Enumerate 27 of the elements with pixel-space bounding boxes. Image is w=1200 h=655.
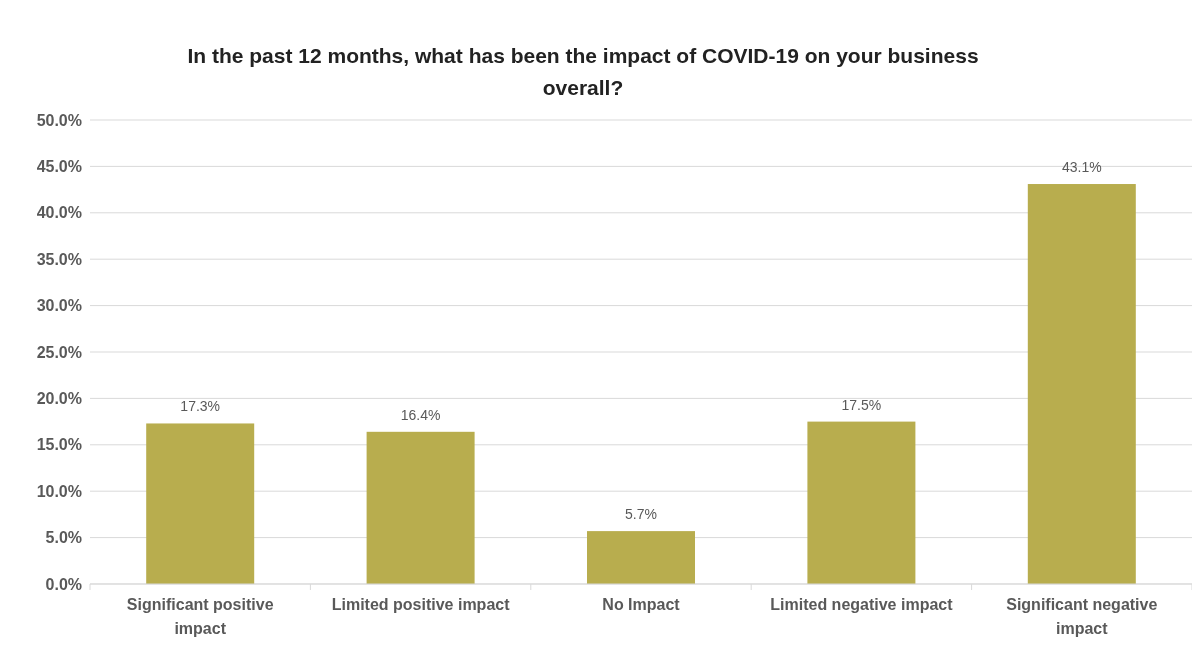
bar [146, 423, 255, 584]
y-tick-label: 10.0% [36, 482, 82, 500]
bar [587, 531, 695, 584]
y-tick-label: 20.0% [36, 390, 82, 407]
y-tick-label: 0.0% [45, 575, 82, 593]
y-tick-label: 50.0% [36, 111, 82, 129]
x-tick-label: Significant positive impact [126, 596, 274, 637]
data-label: 17.5% [841, 396, 882, 413]
y-tick-label: 30.0% [36, 297, 82, 315]
y-tick-label: 15.0% [36, 436, 82, 454]
data-label: 5.7% [625, 506, 657, 523]
x-tick-label: No Impact [602, 596, 681, 613]
data-label: 17.3% [180, 398, 221, 415]
y-tick-label: 25.0% [36, 343, 82, 361]
chart-title: In the past 12 months, what has been the impact of COVID-19 on your business overall? [187, 44, 979, 99]
y-tick-label: 35.0% [36, 250, 82, 268]
bar [1027, 184, 1136, 584]
y-tick-label: 45.0% [36, 158, 82, 175]
y-tick-label: 5.0% [45, 529, 82, 547]
data-label: 16.4% [400, 406, 441, 423]
y-tick-label: 40.0% [36, 204, 82, 222]
bar [807, 421, 916, 584]
x-tick-label: Limited positive impact [331, 596, 511, 613]
x-tick-label: Significant negative impact [1006, 596, 1158, 637]
x-tick-label: Limited negative impact [770, 596, 954, 613]
bar [366, 431, 475, 584]
data-label: 43.1% [1061, 159, 1102, 176]
